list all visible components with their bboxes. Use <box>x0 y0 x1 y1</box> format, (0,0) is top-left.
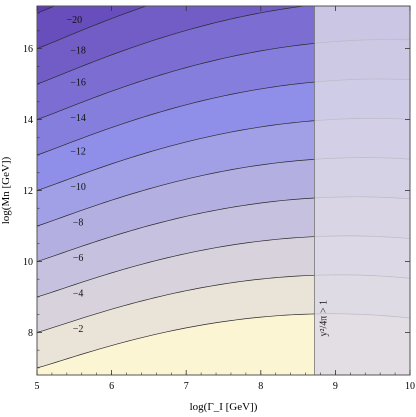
excluded-region-overlay <box>314 5 411 376</box>
x-tick-label: 6 <box>109 381 114 392</box>
y-axis-title: log(Mn [GeV]) <box>0 156 12 224</box>
contour-label: −20 <box>66 15 82 26</box>
contour-label: −18 <box>70 45 86 56</box>
contour-label: −4 <box>73 288 84 299</box>
contour-label: −14 <box>70 113 86 124</box>
y-tick-label: 8 <box>28 328 33 339</box>
contour-label: −16 <box>70 77 86 88</box>
y-tick-label: 16 <box>23 44 33 55</box>
contour-label: −2 <box>73 324 84 335</box>
axis-ticks: 5 6 7 8 9 10 8 10 12 14 16 <box>23 6 415 392</box>
contour-labels: −20 −18 −16 −14 −12 −10 −8 −6 −4 −2 <box>66 15 85 335</box>
y-tick-label: 12 <box>23 186 33 197</box>
contour-label: −12 <box>70 146 86 157</box>
contour-line <box>37 6 148 49</box>
contour-label: −6 <box>73 253 84 264</box>
x-axis-title: log(Γ_I [GeV]) <box>190 401 258 413</box>
contour-label: −8 <box>73 217 84 228</box>
y-tick-label: 10 <box>23 257 33 268</box>
x-tick-label: 10 <box>405 381 415 392</box>
x-tick-label: 5 <box>35 381 40 392</box>
x-tick-label: 7 <box>184 381 189 392</box>
x-tick-label: 9 <box>333 381 338 392</box>
excluded-region-label: y²/4π > 1 <box>319 300 330 336</box>
contour-line <box>37 6 308 85</box>
contour-label: −10 <box>70 182 86 193</box>
y-tick-label: 14 <box>23 115 33 126</box>
x-tick-label: 8 <box>258 381 263 392</box>
excluded-region: y²/4π > 1 <box>314 5 411 376</box>
